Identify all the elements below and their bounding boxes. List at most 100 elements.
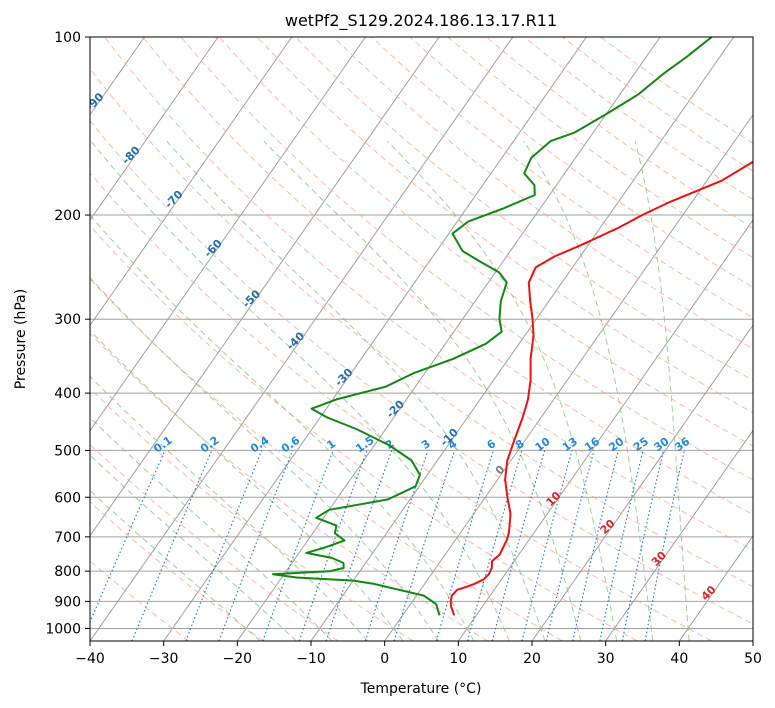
isotherm-line (605, 429, 753, 641)
y-tick-label: 100 (54, 30, 81, 46)
dry-adiabat-line (218, 37, 753, 447)
mixing-ratio-label: 16 (582, 435, 602, 455)
dry-adiabat-line (371, 37, 753, 319)
moist-adiabat-line (90, 454, 297, 641)
chart-title: wetPf2_S129.2024.186.13.17.R11 (285, 11, 557, 31)
dry-adiabat-line (447, 37, 753, 259)
mixing-ratio-line (644, 450, 685, 641)
mixing-ratio-line (521, 450, 573, 641)
x-tick-label: 0 (380, 651, 389, 667)
isotherm-line (310, 37, 735, 641)
dry-adiabat-line (90, 224, 638, 641)
x-axis-label: Temperature (°C) (360, 681, 482, 697)
isotherm-line (90, 37, 293, 327)
dry-adiabat-line (104, 37, 753, 551)
dry-adiabat-line (90, 172, 712, 641)
mixing-ratio-line (364, 450, 429, 641)
mixing-ratio-label: 13 (560, 435, 580, 454)
mixing-ratio-line (599, 450, 644, 641)
isotherm-label: 10 (544, 489, 564, 509)
isotherm-line (90, 37, 219, 221)
mixing-ratio-label: 0.6 (279, 433, 303, 455)
isotherm-label: 30 (649, 549, 669, 569)
dry-adiabat-line (485, 37, 753, 229)
axes: −40 −30 −20 −10 0 10 20 30 40 5010020030040050060… (45, 30, 762, 667)
moist-adiabat-line (90, 375, 369, 641)
dry-adiabat-line (409, 37, 753, 288)
plot-frame (89, 36, 754, 642)
y-tick-label: 800 (54, 564, 81, 580)
dry-adiabat-line (90, 67, 753, 588)
isotherm-label: -60 (202, 237, 225, 260)
dry-adiabat-line (142, 37, 753, 516)
mixing-ratio-line (262, 450, 334, 641)
dry-adiabat-line (90, 387, 414, 641)
moist-adiabat-line (263, 140, 582, 641)
mixing-ratio-line (131, 450, 213, 641)
isotherm-line (678, 534, 753, 641)
background-lines (0, 37, 753, 641)
isotherm-label: -20 (384, 397, 407, 420)
moist-adiabat-line (90, 214, 475, 641)
moist-adiabat-line (386, 140, 618, 641)
mixing-ratio-label: 0.4 (248, 433, 272, 455)
mixing-ratio-line (545, 450, 595, 641)
mixing-ratio-line (491, 450, 546, 641)
dewpoint-line (271, 37, 713, 616)
isotherm-label: -80 (120, 143, 143, 166)
y-tick-label: 500 (54, 443, 81, 459)
y-tick-label: 1000 (45, 621, 81, 637)
isotherm-line (457, 219, 753, 641)
moist-adiabat-line (523, 140, 654, 641)
mixing-ratio-line (298, 450, 368, 641)
isotherm-line (0, 37, 71, 641)
isotherm-label: -40 (284, 329, 307, 352)
mixing-ratio-label: 0.1 (151, 434, 174, 456)
y-tick-label: 300 (54, 312, 81, 328)
mixing-ratio-line (435, 450, 494, 641)
isotherm-label: -70 (162, 188, 185, 211)
dry-adiabat-line (523, 37, 753, 201)
isotherm-label: -90 (83, 90, 106, 113)
isotherm-line (384, 113, 753, 641)
x-tick-label: −40 (75, 651, 105, 667)
dry-adiabat-line (90, 119, 753, 625)
mixing-ratio-line (90, 450, 166, 624)
mixing-ratio-line (466, 450, 523, 641)
moist-adiabat-line (90, 416, 333, 641)
mixing-ratio-line (218, 450, 294, 641)
mixing-ratio-label: 6 (485, 437, 499, 452)
mixing-ratio-label: 30 (652, 435, 672, 455)
mixing-ratio-line (572, 450, 619, 641)
mixing-ratio-label: 1 (324, 437, 338, 452)
dry-adiabat-line (333, 37, 753, 350)
mixing-ratio-line (393, 450, 456, 641)
x-tick-label: 10 (449, 651, 467, 667)
sounding-series (271, 37, 753, 616)
temperature-line (449, 160, 753, 616)
mixing-ratio-label: 10 (533, 435, 553, 455)
dry-adiabat-line (90, 278, 563, 641)
y-axis-label: Pressure (hPa) (13, 289, 29, 389)
moist-adiabat-line (90, 329, 404, 641)
y-tick-label: 600 (54, 490, 81, 506)
x-tick-label: −10 (296, 651, 326, 667)
x-tick-label: 40 (670, 651, 688, 667)
mixing-ratio-label: 25 (631, 435, 651, 454)
dry-adiabat-line (256, 37, 753, 414)
x-tick-label: 20 (523, 651, 541, 667)
x-tick-label: −20 (223, 651, 253, 667)
mixing-ratio-line (185, 450, 263, 641)
y-tick-label: 400 (54, 386, 81, 402)
isotherm-line (531, 324, 753, 641)
isotherm-line (90, 37, 514, 641)
isotherm-label: -30 (332, 366, 355, 389)
isotherm-line (163, 37, 587, 641)
dry-adiabat-line (600, 37, 753, 145)
isotherm-line (236, 37, 661, 641)
dry-adiabat-line (90, 501, 264, 641)
isotherm-line (90, 37, 440, 537)
isotherm-label: -100 (37, 44, 66, 73)
